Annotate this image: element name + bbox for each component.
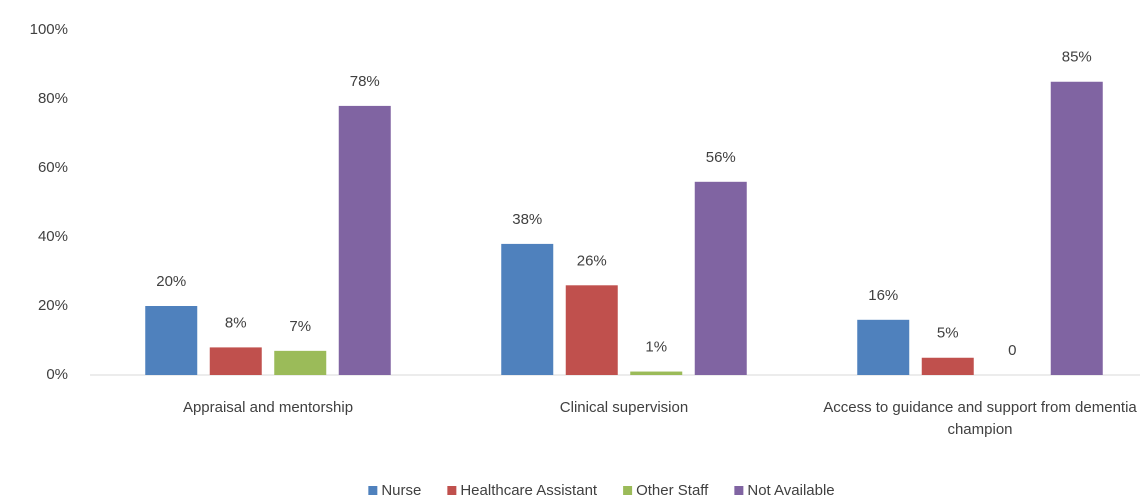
- data-label: 56%: [706, 149, 736, 166]
- data-label: 16%: [868, 287, 898, 304]
- data-label: 20%: [156, 273, 186, 290]
- data-label: 5%: [937, 325, 959, 342]
- legend-label: Healthcare Assistant: [460, 482, 598, 499]
- x-tick-label: Access to guidance and support from deme…: [823, 399, 1137, 438]
- data-label: 0: [1008, 342, 1016, 359]
- legend-label: Nurse: [381, 482, 421, 499]
- data-label: 38%: [512, 211, 542, 228]
- legend-label: Not Available: [747, 482, 834, 499]
- bar: [145, 306, 198, 375]
- bar: [274, 350, 327, 375]
- data-label: 7%: [289, 318, 311, 335]
- bar: [1050, 81, 1103, 375]
- bar: [209, 347, 262, 375]
- data-label: 85%: [1062, 49, 1092, 66]
- y-tick-label: 40%: [38, 228, 68, 245]
- data-label: 8%: [225, 314, 247, 331]
- legend-swatch: [368, 486, 378, 495]
- data-label: 1%: [645, 339, 667, 356]
- x-tick-label: Clinical supervision: [559, 399, 689, 416]
- legend-swatch: [734, 486, 744, 495]
- y-tick-label: 0%: [46, 366, 68, 383]
- bar: [565, 285, 618, 375]
- y-tick-label: 80%: [38, 90, 68, 107]
- data-label: 78%: [350, 73, 380, 90]
- bar: [501, 243, 554, 375]
- legend-swatch: [447, 486, 457, 495]
- y-tick-label: 100%: [30, 21, 68, 38]
- bar: [630, 371, 683, 375]
- legend-swatch: [623, 486, 633, 495]
- y-tick-label: 60%: [38, 159, 68, 176]
- x-tick-label: Appraisal and mentorship: [182, 399, 354, 416]
- data-label: 26%: [577, 252, 607, 269]
- bar: [694, 181, 747, 375]
- bar: [857, 319, 910, 375]
- y-tick-label: 20%: [38, 297, 68, 314]
- bar: [338, 105, 391, 376]
- bar: [921, 357, 974, 375]
- legend-label: Other Staff: [636, 482, 709, 499]
